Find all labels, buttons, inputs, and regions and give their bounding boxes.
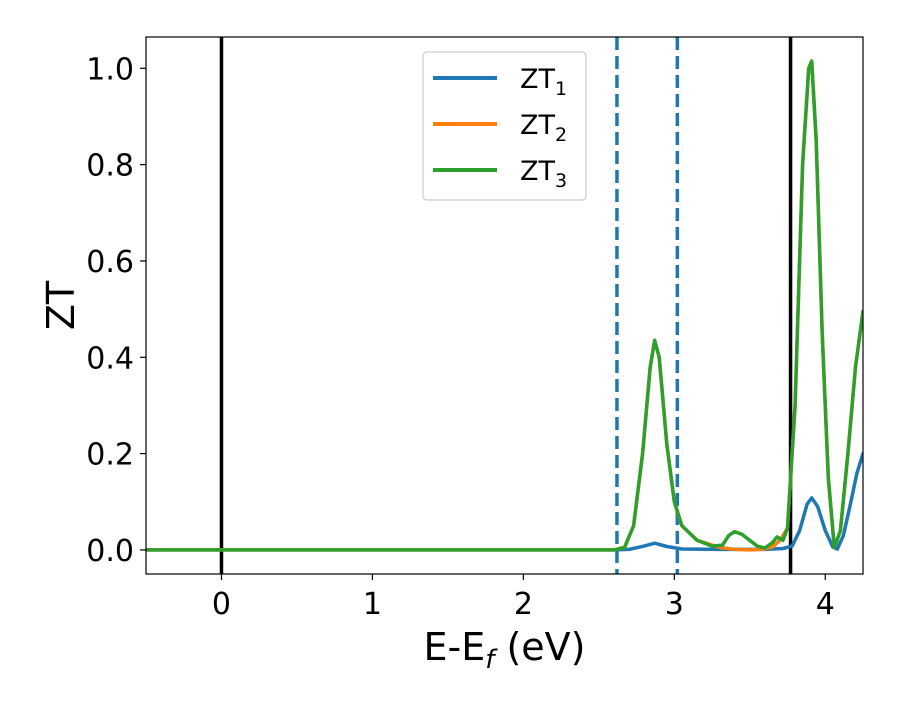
x-tick-label: 1 [363, 587, 382, 622]
y-tick-label: 1.0 [86, 52, 134, 87]
x-axis-label-unit: (eV) [494, 625, 585, 669]
y-tick-label: 0.2 [86, 438, 134, 473]
y-tick-label: 0.6 [86, 245, 134, 280]
y-axis-label: ZT [39, 280, 83, 330]
x-tick-label: 3 [665, 587, 684, 622]
legend-label: ZT3 [520, 156, 567, 192]
y-tick-label: 0.8 [86, 149, 134, 184]
legend: ZT1 ZT2 ZT3 [422, 51, 587, 201]
x-tick-label: 0 [212, 587, 231, 622]
x-tick-label: 2 [514, 587, 533, 622]
x-tick-label: 4 [816, 587, 835, 622]
legend-box [422, 51, 587, 201]
x-axis-label-main: E-E [424, 625, 486, 669]
series-line-zt1 [146, 451, 863, 552]
legend-label: ZT2 [520, 110, 567, 146]
axis-ticks: 0 1 2 3 4 0.0 0.2 0.4 0.6 0.8 1.0 [86, 52, 835, 622]
y-tick-label: 0.0 [86, 534, 134, 569]
series-lines [146, 59, 863, 552]
y-tick-label: 0.4 [86, 341, 134, 376]
series-line-zt3 [146, 59, 863, 552]
legend-label: ZT1 [520, 64, 567, 100]
plot-frame [145, 36, 864, 575]
x-axis-label: E-Ef (eV) [424, 625, 586, 675]
